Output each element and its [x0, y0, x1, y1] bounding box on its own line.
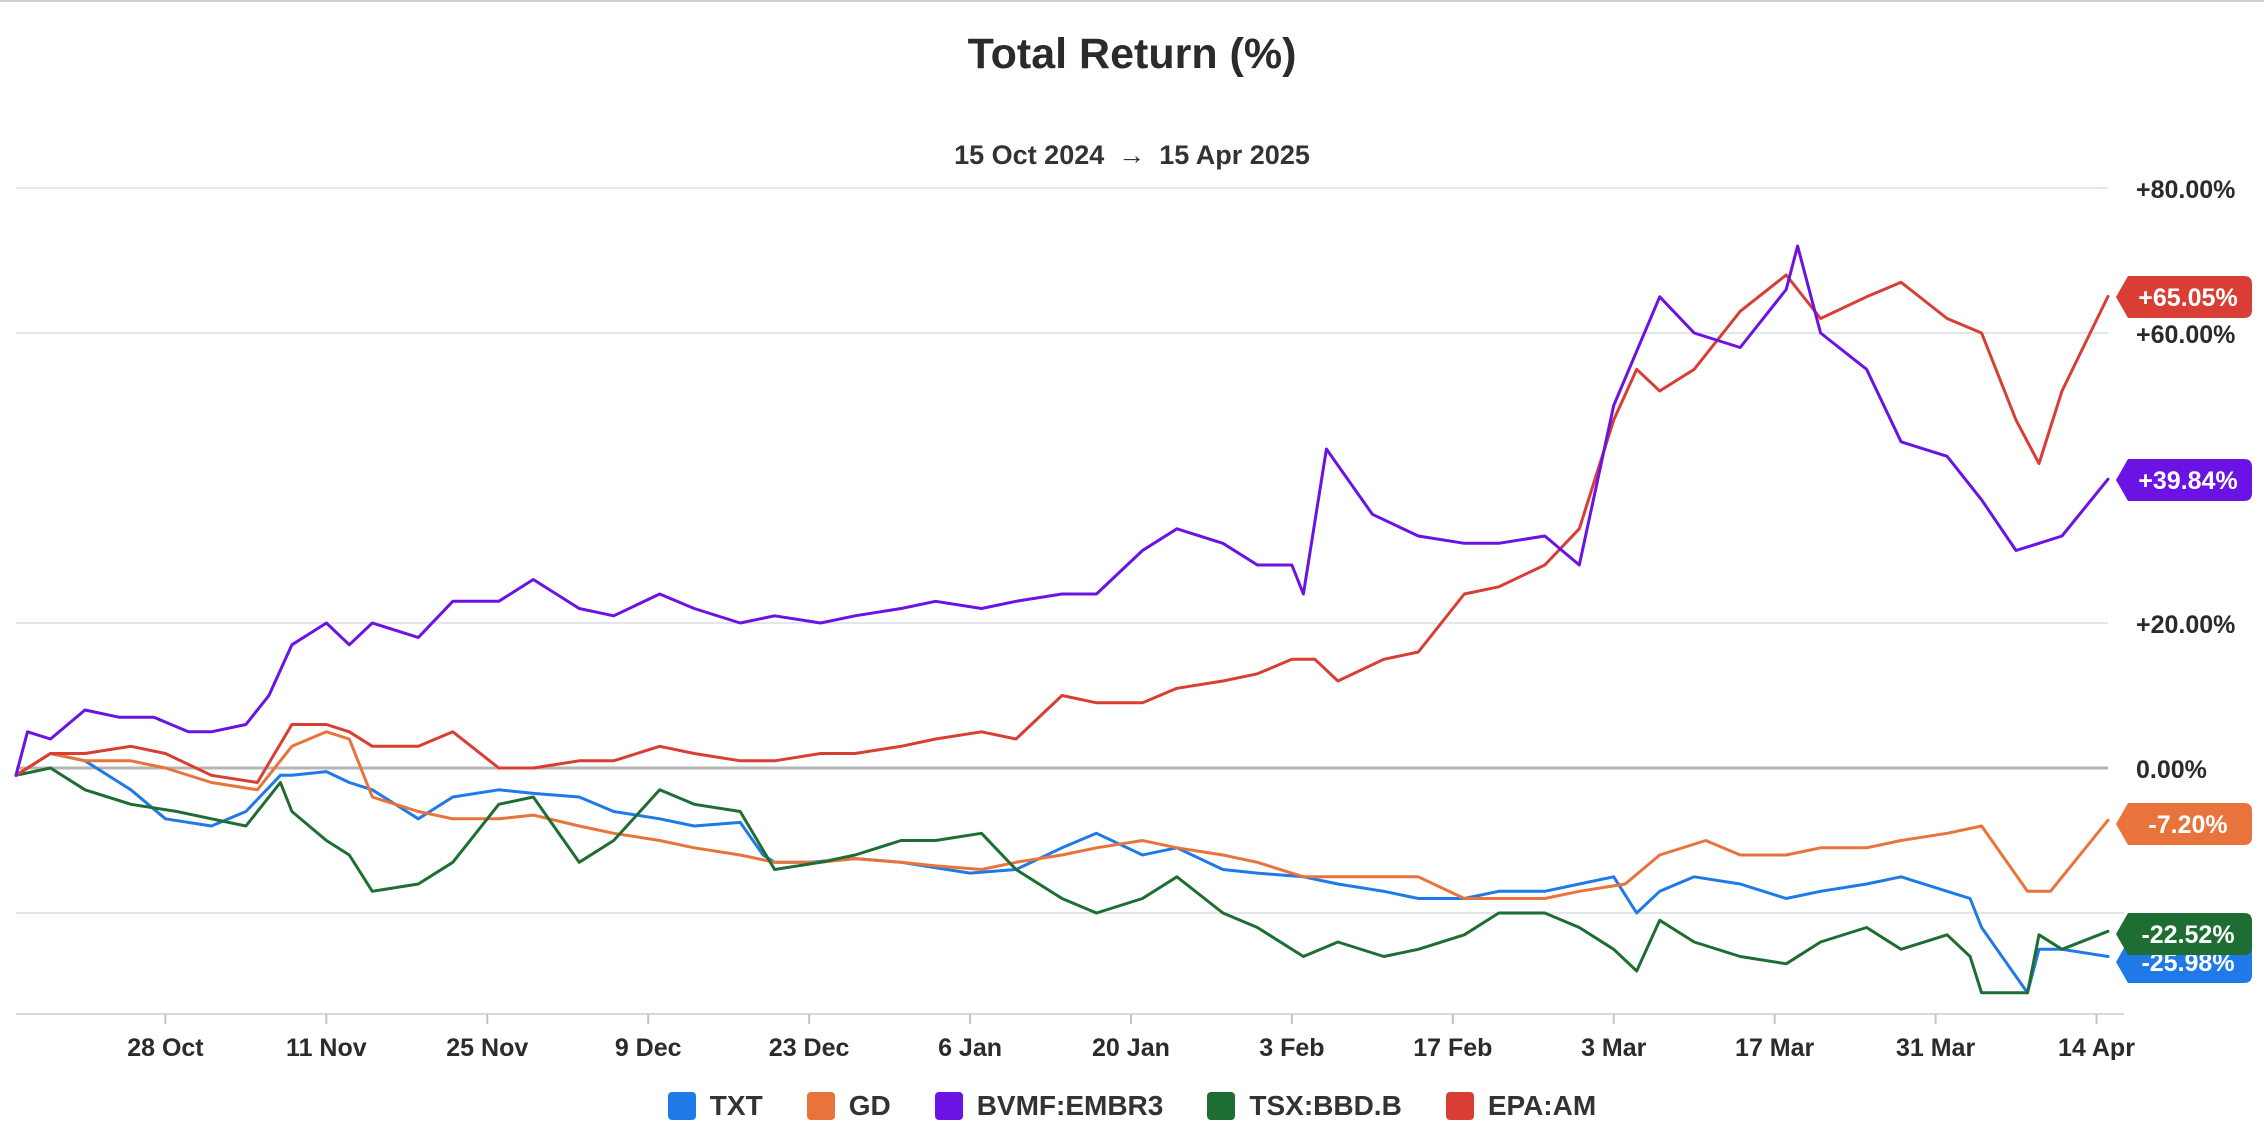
- x-tick-label: 14 Apr: [2058, 1034, 2135, 1060]
- x-tick-label: 3 Feb: [1259, 1034, 1324, 1060]
- legend-label: GD: [848, 1090, 891, 1121]
- legend-swatch: [1445, 1092, 1474, 1120]
- x-tick-label: 6 Jan: [938, 1034, 1002, 1060]
- legend-swatch: [667, 1092, 696, 1120]
- x-tick-label: 31 Mar: [1896, 1034, 1975, 1060]
- series-line-bvmf-embr3: [14, 244, 2110, 777]
- chart-area: +80.00% +60.00% +20.00% 0.00% 28 Oct 11 Nov 25…: [14, 176, 2252, 1060]
- x-tick-label: 17 Mar: [1735, 1034, 1814, 1060]
- legend-swatch: [1207, 1092, 1236, 1120]
- range-arrow-icon: →: [1118, 140, 1146, 170]
- legend-swatch: [934, 1092, 963, 1120]
- top-rule: [0, 0, 2264, 2]
- legend-label: BVMF:EMBR3: [976, 1090, 1164, 1121]
- legend: TXT GD BVMF:EMBR3 TSX:BBD.B EPA:AM: [0, 1090, 2264, 1122]
- end-label-gd: -7.20%: [2148, 811, 2227, 839]
- legend-swatch: [806, 1092, 835, 1120]
- series-line-tsx-bbd-b: [14, 766, 2110, 995]
- x-tick-label: 20 Jan: [1092, 1034, 1170, 1060]
- x-tick-label: 9 Dec: [615, 1034, 682, 1060]
- x-tick-label: 23 Dec: [769, 1034, 850, 1060]
- y-tick-label: +60.00%: [2136, 321, 2235, 349]
- legend-item[interactable]: TXT: [667, 1090, 763, 1122]
- end-badge-bvmf-embr3: [2116, 459, 2252, 501]
- end-badge-gd: [2116, 803, 2252, 845]
- legend-item[interactable]: TSX:BBD.B: [1207, 1090, 1402, 1122]
- y-tick-label: +20.00%: [2136, 611, 2235, 639]
- x-tick-label: 25 Nov: [446, 1034, 528, 1060]
- legend-item[interactable]: BVMF:EMBR3: [934, 1090, 1164, 1122]
- legend-label: TSX:BBD.B: [1249, 1090, 1402, 1121]
- end-label-tsx-bbd-b: -22.52%: [2141, 921, 2234, 949]
- end-badge-tsx-bbd-b: [2116, 913, 2252, 955]
- series-line-txt: [14, 752, 2110, 995]
- date-range: 15 Oct 2024 → 15 Apr 2025: [0, 140, 2264, 171]
- y-tick-label: 0.00%: [2136, 756, 2207, 784]
- legend-label: TXT: [709, 1090, 763, 1121]
- range-end: 15 Apr 2025: [1159, 140, 1310, 170]
- series-line-epa-am: [14, 273, 2110, 784]
- x-tick-label: 28 Oct: [127, 1034, 204, 1060]
- end-label-bvmf-embr3: +39.84%: [2138, 467, 2237, 495]
- legend-label: EPA:AM: [1487, 1090, 1597, 1121]
- x-tick-label: 3 Mar: [1581, 1034, 1647, 1060]
- end-badge-epa-am: [2116, 276, 2252, 318]
- chart-title: Total Return (%): [967, 30, 1297, 78]
- end-label-epa-am: +65.05%: [2138, 284, 2237, 312]
- legend-item[interactable]: GD: [806, 1090, 891, 1122]
- x-tick-label: 17 Feb: [1413, 1034, 1492, 1060]
- series-line-gd: [14, 730, 2110, 900]
- range-start: 15 Oct 2024: [954, 140, 1105, 170]
- legend-item[interactable]: EPA:AM: [1445, 1090, 1597, 1122]
- y-tick-label: +80.00%: [2136, 176, 2235, 204]
- x-tick-label: 11 Nov: [286, 1034, 367, 1060]
